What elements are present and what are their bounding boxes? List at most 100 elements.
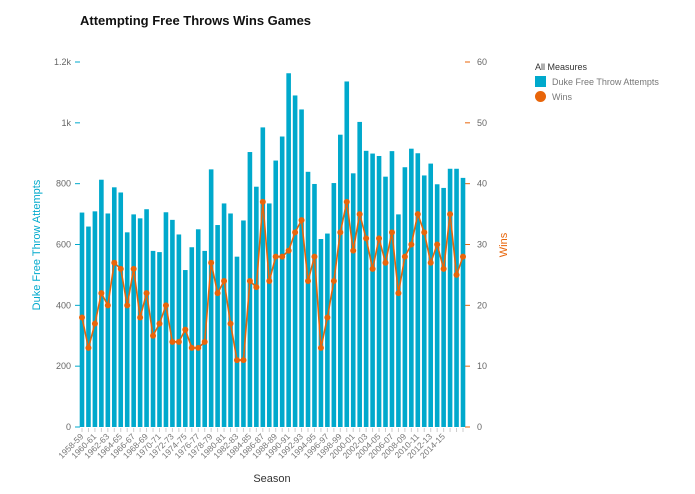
wins-point — [91, 320, 98, 327]
right-tick-label: 10 — [477, 361, 487, 371]
right-axis-title: Wins — [498, 232, 510, 257]
bar — [363, 150, 369, 428]
bar — [124, 232, 130, 427]
wins-point — [85, 344, 92, 351]
bar — [299, 109, 304, 427]
bar — [189, 247, 195, 427]
bar — [131, 214, 136, 427]
left-tick-label: 600 — [56, 240, 71, 250]
wins-point — [195, 344, 202, 351]
bar — [402, 167, 408, 427]
wins-point — [272, 253, 279, 260]
wins-point — [401, 253, 408, 260]
wins-point — [188, 344, 195, 351]
legend-item-wins[interactable]: Wins — [535, 91, 659, 102]
bar — [376, 155, 382, 428]
wins-point — [79, 314, 85, 321]
wins-point — [137, 314, 144, 321]
bar — [389, 151, 395, 427]
bar — [111, 187, 117, 427]
bar — [208, 169, 214, 427]
legend-title: All Measures — [535, 62, 588, 72]
left-tick-label: 1k — [61, 118, 71, 128]
bar — [305, 171, 311, 427]
bar — [279, 136, 285, 428]
wins-point — [130, 265, 137, 272]
bar — [441, 187, 446, 427]
bar — [150, 250, 156, 427]
bar — [383, 176, 388, 427]
bar — [350, 173, 356, 427]
left-tick-label: 1.2k — [54, 57, 72, 67]
bar — [254, 186, 259, 427]
wins-point — [434, 241, 441, 248]
bar — [241, 220, 246, 427]
wins-point — [162, 302, 169, 309]
bar — [118, 192, 124, 427]
bar — [234, 256, 240, 427]
wins-point — [427, 259, 434, 266]
wins-point — [382, 259, 389, 266]
bar — [325, 233, 330, 427]
bar — [273, 160, 279, 428]
bar — [137, 218, 143, 427]
wins-point — [298, 217, 305, 224]
bar — [86, 226, 91, 427]
bar — [312, 183, 317, 427]
right-tick-label: 20 — [477, 300, 487, 310]
left-tick-label: 0 — [66, 422, 71, 432]
left-tick-label: 200 — [56, 361, 71, 371]
wins-point — [246, 278, 253, 284]
wins-point — [292, 229, 299, 236]
legend: All Measures Duke Free Throw Attempts Wi… — [535, 62, 659, 102]
bar — [221, 203, 227, 427]
wins-point — [343, 198, 350, 205]
wins-point — [98, 290, 105, 297]
wins-point — [221, 278, 228, 284]
wins-point — [460, 253, 466, 260]
wins-point — [395, 290, 402, 297]
wins-point — [117, 265, 124, 272]
wins-line — [81, 201, 464, 361]
wins-point — [440, 265, 447, 272]
bar — [92, 211, 98, 427]
wins-point — [311, 253, 318, 260]
legend-swatch-bar — [535, 76, 546, 87]
wins-point — [317, 344, 324, 351]
wins-point — [305, 278, 312, 284]
left-axis-title: Duke Free Throw Attempts — [31, 179, 43, 310]
wins-point — [376, 235, 383, 242]
bar — [331, 183, 337, 427]
legend-item-fta[interactable]: Duke Free Throw Attempts — [535, 76, 659, 87]
bar — [415, 153, 421, 427]
wins-point — [421, 229, 428, 236]
wins-point — [156, 320, 163, 327]
wins-point — [356, 211, 363, 218]
chart-title: Attempting Free Throws Wins Games — [80, 13, 312, 28]
wins-point — [350, 247, 357, 254]
bar — [460, 177, 466, 427]
wins-point — [447, 211, 454, 218]
legend-swatch-dot — [535, 91, 546, 102]
bar — [338, 134, 343, 427]
wins-point — [253, 284, 260, 291]
bar — [292, 95, 298, 427]
right-tick-label: 60 — [477, 57, 487, 67]
bar — [260, 127, 266, 427]
x-axis-title: Season — [253, 473, 290, 485]
wins-point — [124, 302, 131, 309]
bar — [434, 184, 440, 427]
wins-point — [408, 241, 415, 248]
bar — [344, 81, 350, 427]
right-tick-label: 0 — [477, 422, 482, 432]
right-tick-label: 50 — [477, 118, 487, 128]
left-tick-label: 400 — [56, 300, 71, 310]
wins-point — [337, 229, 344, 236]
wins-point — [182, 326, 189, 333]
wins-point — [214, 290, 221, 297]
bar — [163, 212, 169, 427]
bar — [409, 148, 414, 427]
wins-point — [111, 259, 118, 266]
right-tick-label: 30 — [477, 240, 487, 250]
